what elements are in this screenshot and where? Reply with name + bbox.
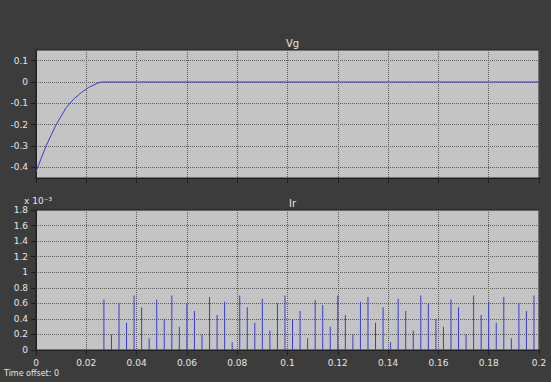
svg-text:0.2: 0.2 [14, 329, 28, 339]
svg-text:0.8: 0.8 [14, 283, 29, 293]
svg-text:0: 0 [22, 77, 28, 87]
svg-text:0.6: 0.6 [14, 298, 29, 308]
svg-text:-0.4: -0.4 [10, 162, 28, 172]
svg-text:-0.3: -0.3 [10, 141, 28, 151]
svg-text:0.08: 0.08 [227, 358, 247, 368]
svg-text:1: 1 [22, 267, 28, 277]
svg-text:1.8: 1.8 [14, 205, 29, 215]
svg-text:Time offset: 0: Time offset: 0 [3, 369, 59, 378]
svg-text:-0.2: -0.2 [10, 120, 28, 130]
svg-text:Ir: Ir [289, 198, 297, 209]
svg-text:0.1: 0.1 [14, 56, 28, 66]
svg-text:1.4: 1.4 [14, 236, 29, 246]
svg-text:1.2: 1.2 [14, 252, 28, 262]
svg-text:Vg: Vg [286, 38, 299, 49]
svg-text:0.06: 0.06 [177, 358, 197, 368]
svg-text:0.02: 0.02 [76, 358, 96, 368]
svg-text:0.14: 0.14 [378, 358, 398, 368]
svg-text:0.2: 0.2 [532, 358, 546, 368]
svg-text:0.16: 0.16 [428, 358, 448, 368]
svg-text:x 10⁻³: x 10⁻³ [24, 196, 52, 206]
svg-text:0: 0 [22, 345, 28, 355]
svg-text:0: 0 [33, 358, 39, 368]
svg-text:0.04: 0.04 [127, 358, 147, 368]
svg-text:0.4: 0.4 [14, 314, 29, 324]
svg-text:0.18: 0.18 [479, 358, 499, 368]
svg-text:0.12: 0.12 [328, 358, 348, 368]
svg-text:0.1: 0.1 [280, 358, 294, 368]
svg-text:1.6: 1.6 [14, 221, 29, 231]
svg-text:-0.1: -0.1 [10, 98, 28, 108]
